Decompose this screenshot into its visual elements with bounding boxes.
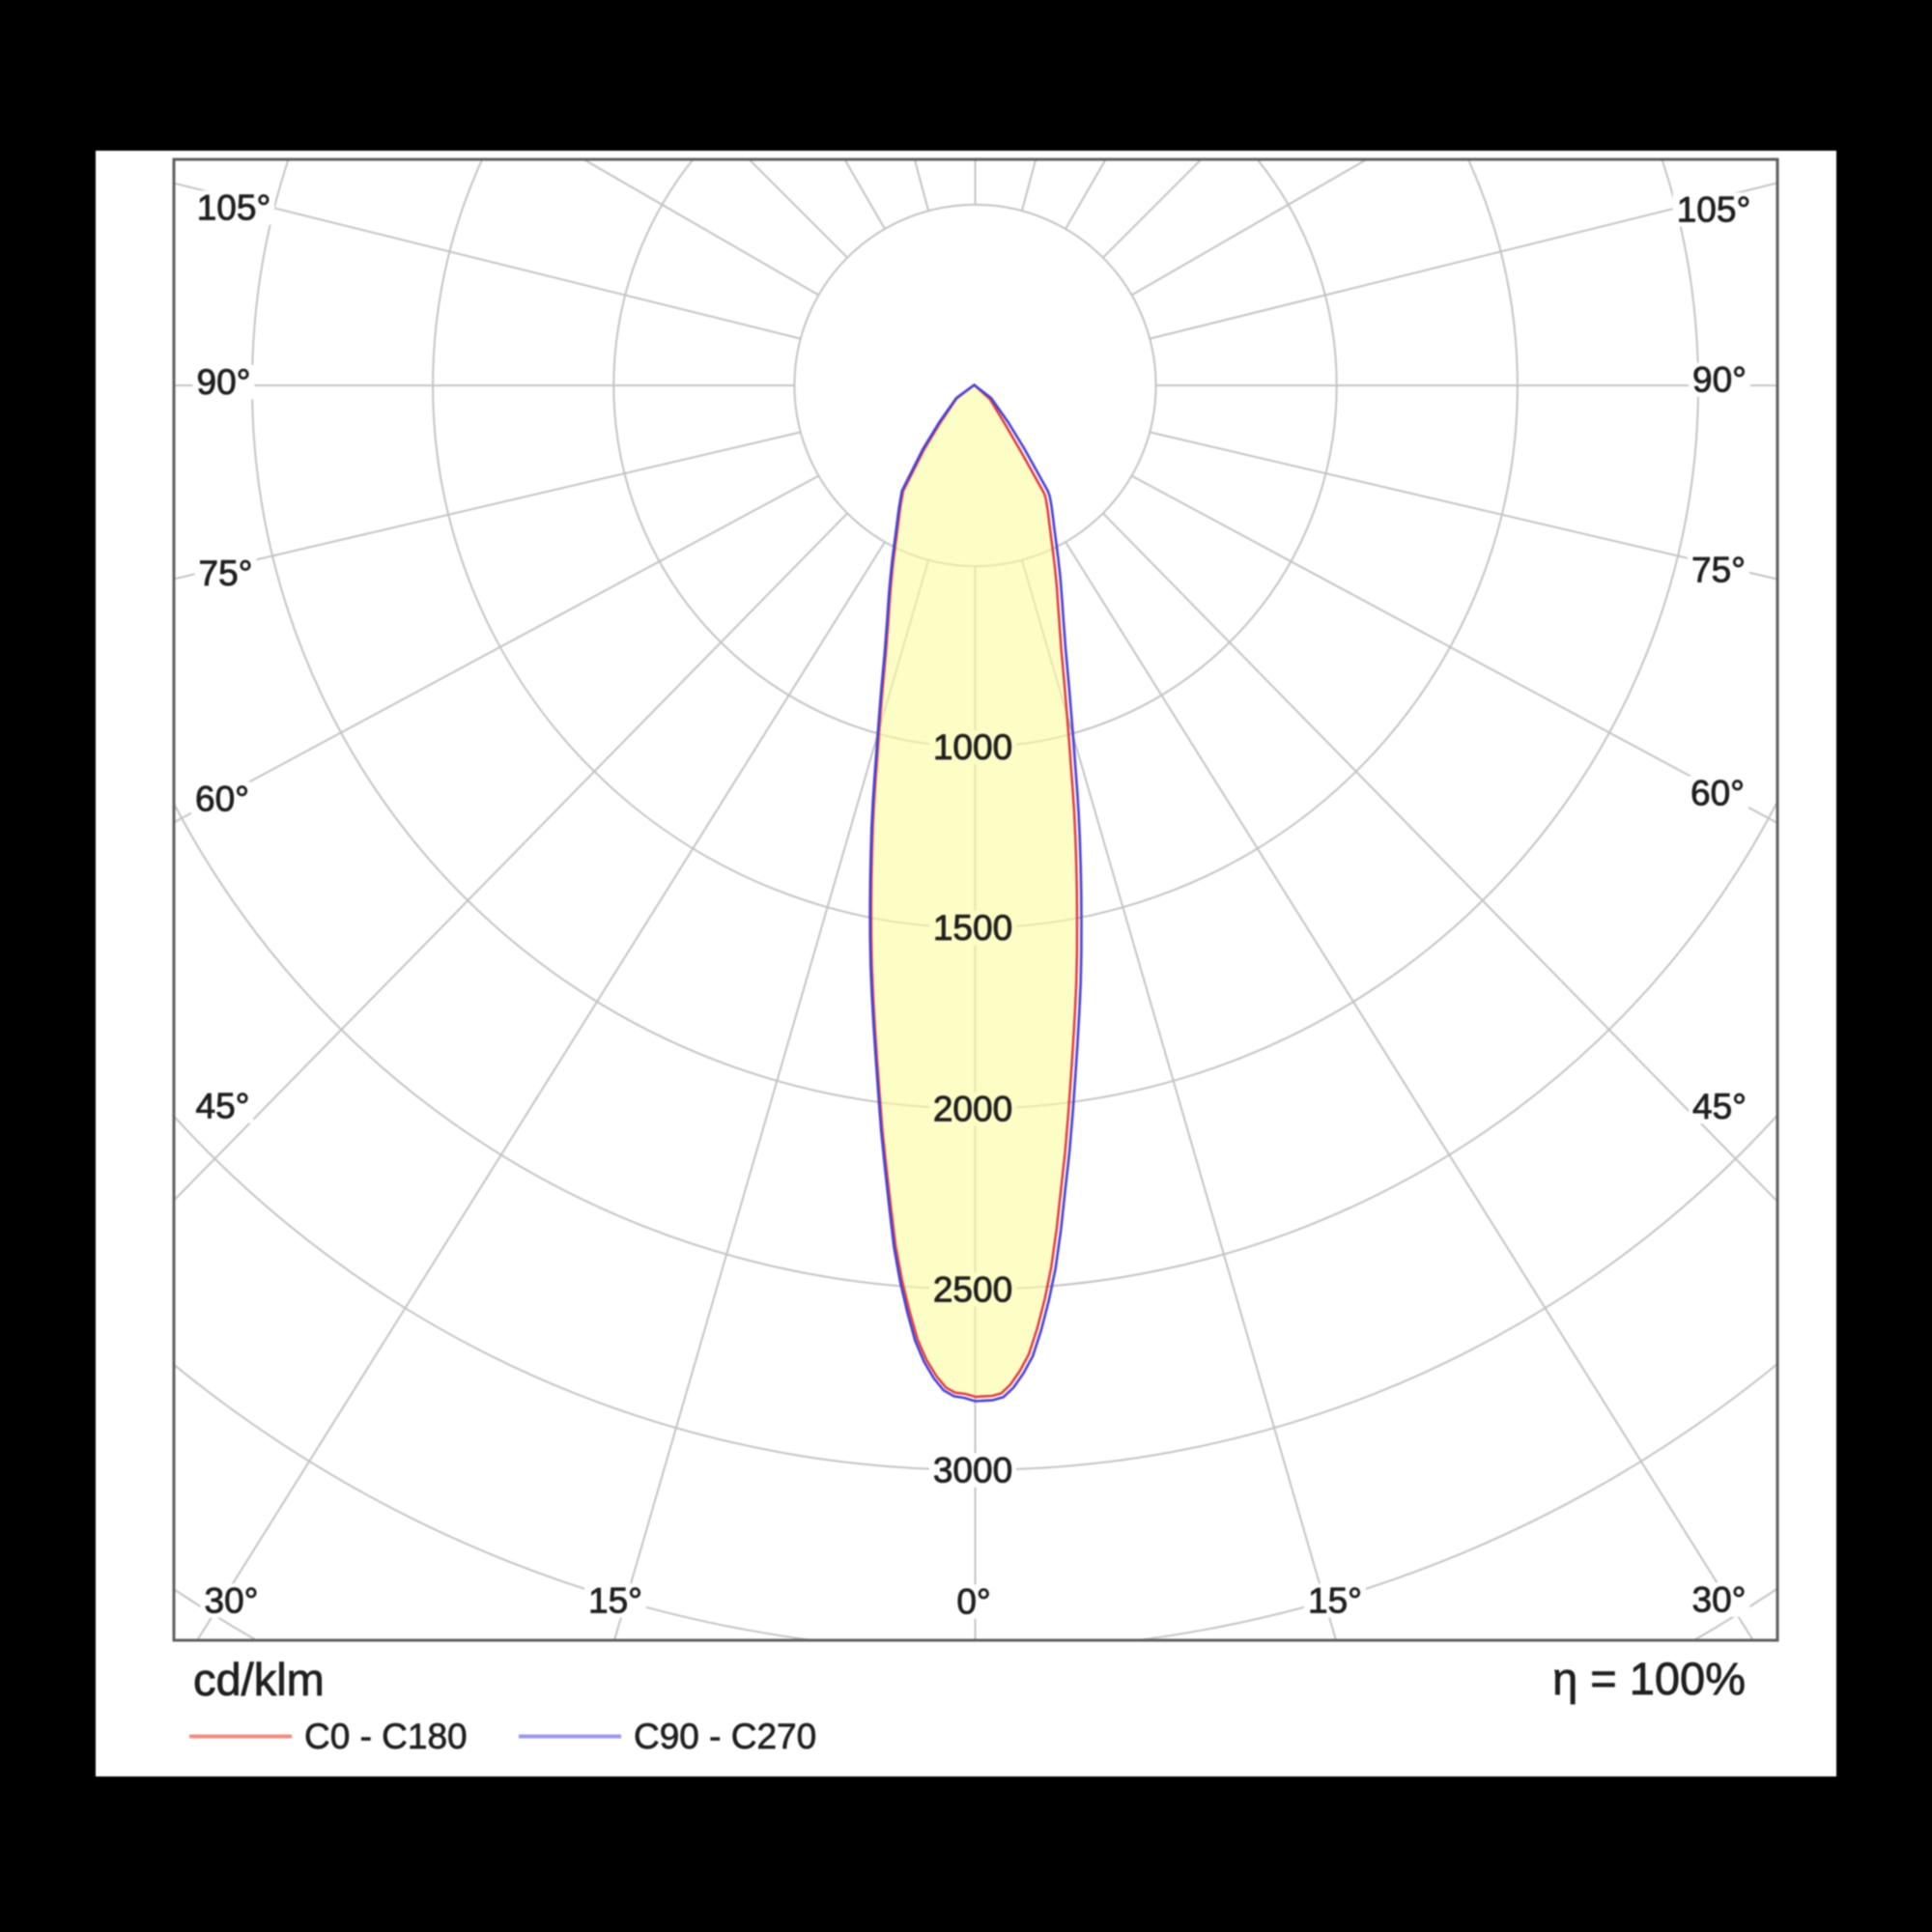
svg-text:1500: 1500 [933, 908, 1012, 948]
svg-text:C90 - C270: C90 - C270 [634, 1717, 816, 1756]
svg-text:cd/klm: cd/klm [193, 1654, 325, 1705]
svg-text:105°: 105° [1677, 190, 1751, 230]
svg-text:2500: 2500 [933, 1270, 1012, 1310]
svg-text:15°: 15° [1308, 1581, 1362, 1621]
svg-text:60°: 60° [1690, 774, 1745, 813]
svg-text:45°: 45° [196, 1087, 250, 1126]
svg-text:30°: 30° [1692, 1580, 1747, 1620]
svg-text:C0 - C180: C0 - C180 [304, 1717, 468, 1756]
svg-text:105°: 105° [197, 188, 271, 228]
svg-text:75°: 75° [199, 554, 253, 593]
svg-text:45°: 45° [1692, 1087, 1747, 1126]
svg-text:90°: 90° [1692, 360, 1747, 400]
svg-text:90°: 90° [197, 362, 251, 402]
svg-text:3000: 3000 [933, 1451, 1012, 1491]
svg-text:0°: 0° [956, 1582, 990, 1622]
svg-text:η = 100%: η = 100% [1552, 1653, 1746, 1704]
svg-text:1000: 1000 [933, 727, 1012, 767]
svg-text:30°: 30° [205, 1581, 259, 1621]
svg-text:75°: 75° [1691, 551, 1746, 590]
svg-text:15°: 15° [588, 1581, 642, 1621]
svg-text:2000: 2000 [933, 1090, 1012, 1129]
svg-text:60°: 60° [195, 780, 249, 819]
